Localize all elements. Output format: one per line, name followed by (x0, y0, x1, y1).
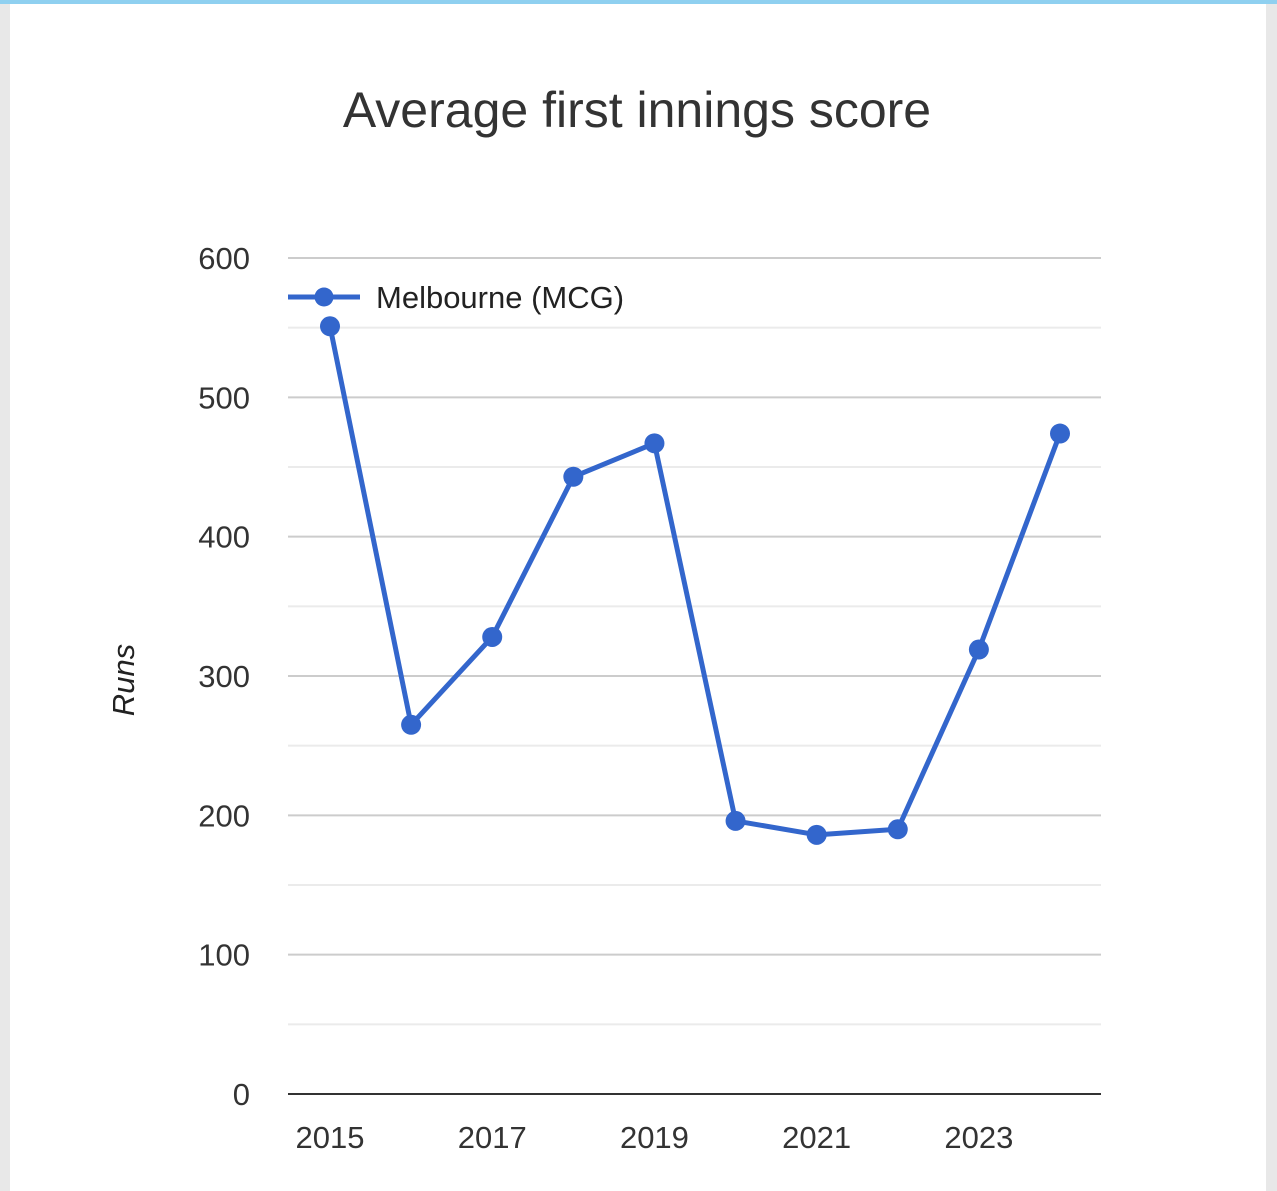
data-point[interactable] (563, 466, 584, 487)
data-point[interactable] (644, 433, 665, 454)
data-point[interactable] (320, 316, 340, 337)
y-tick-label: 200 (198, 798, 250, 833)
data-point[interactable] (887, 819, 908, 840)
series-melbourne (320, 316, 1070, 845)
legend-dot-marker (314, 287, 334, 307)
chart-title: Average first innings score (343, 82, 931, 138)
y-tick-label: 500 (198, 380, 250, 415)
data-point[interactable] (806, 824, 827, 845)
x-tick-label: 2019 (620, 1120, 689, 1155)
y-axis-label: Runs (106, 644, 141, 716)
x-tick-label: 2023 (944, 1120, 1013, 1155)
legend[interactable]: Melbourne (MCG) (288, 280, 624, 315)
y-tick-label: 0 (233, 1077, 250, 1112)
x-tick-label: 2017 (458, 1120, 527, 1155)
data-point[interactable] (725, 810, 746, 831)
chart-card: Average first innings score 0 100 200 300 40… (10, 4, 1266, 1191)
x-tick-label: 2015 (296, 1120, 365, 1155)
gridlines (288, 257, 1101, 1026)
y-axis-ticks: 0 100 200 300 400 500 600 (198, 241, 250, 1112)
data-point[interactable] (401, 714, 422, 735)
x-axis-ticks: 2015 2017 2019 2021 2023 (296, 1120, 1014, 1155)
y-tick-label: 300 (198, 659, 250, 694)
data-point[interactable] (968, 639, 989, 660)
legend-label: Melbourne (MCG) (376, 280, 624, 315)
y-tick-label: 600 (198, 241, 250, 276)
y-tick-label: 400 (198, 520, 250, 555)
series-line (327, 325, 1063, 838)
x-tick-label: 2021 (782, 1120, 851, 1155)
top-accent-strip (0, 0, 1277, 4)
data-point[interactable] (1050, 423, 1070, 444)
data-point[interactable] (482, 626, 503, 647)
y-tick-label: 100 (198, 938, 250, 973)
line-chart: Average first innings score 0 100 200 300 40… (106, 82, 1101, 1155)
